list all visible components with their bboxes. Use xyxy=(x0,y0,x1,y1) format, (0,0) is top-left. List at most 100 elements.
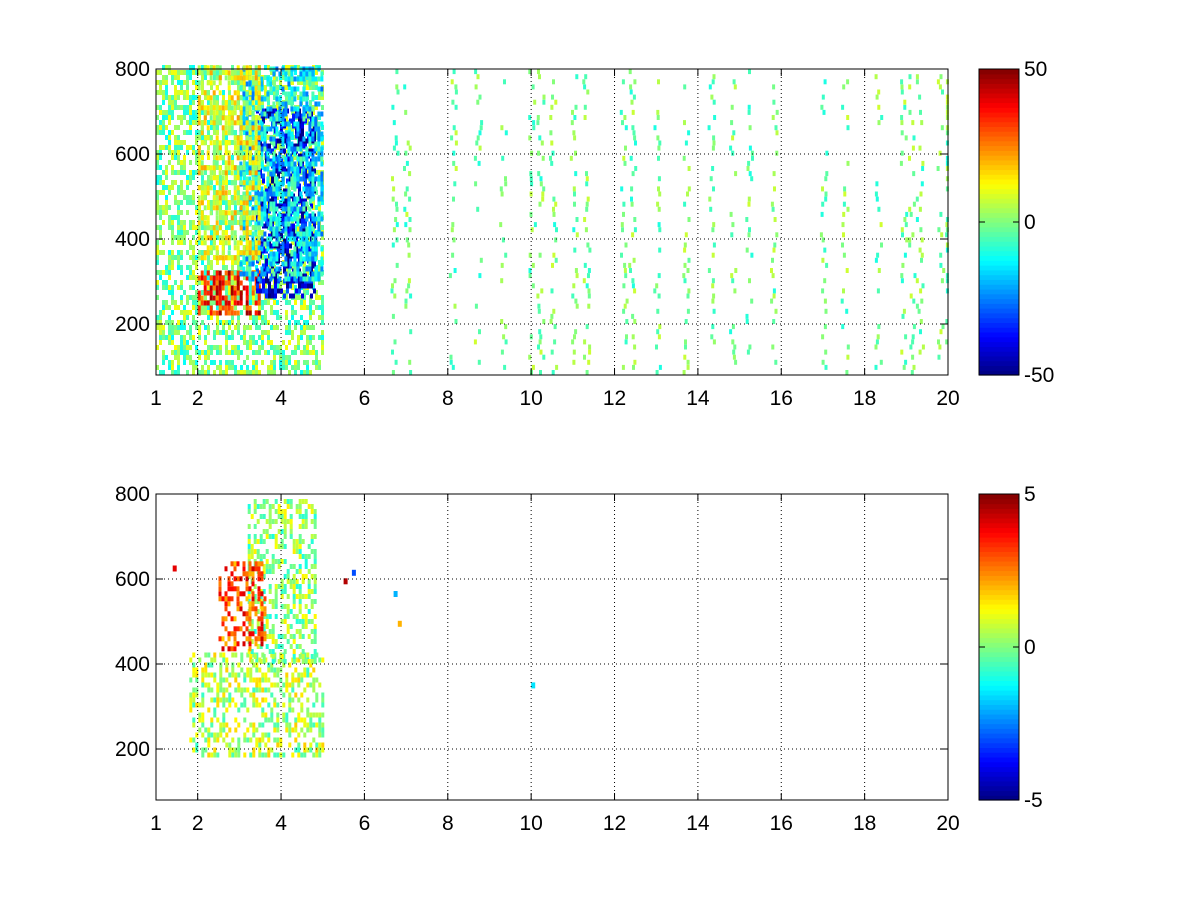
heat-cell xyxy=(228,90,231,95)
heat-cell xyxy=(256,619,260,624)
heat-cell xyxy=(271,148,274,154)
heat-cell xyxy=(531,283,535,289)
heat-cell xyxy=(195,692,199,698)
heat-cell xyxy=(409,329,413,335)
heat-cell xyxy=(249,692,253,698)
heat-cell xyxy=(249,120,252,125)
heat-cell xyxy=(264,677,268,683)
heat-cell xyxy=(301,143,304,149)
heat-cell xyxy=(210,300,213,305)
heat-cell xyxy=(711,278,715,284)
heat-cell xyxy=(221,255,225,261)
heat-cell xyxy=(162,310,165,315)
heat-cell xyxy=(257,225,261,231)
heat-cell xyxy=(162,210,165,215)
heat-cell xyxy=(197,275,201,281)
heat-cell xyxy=(846,79,850,85)
heat-cell xyxy=(303,250,306,255)
heat-cell xyxy=(243,185,246,190)
heat-cell xyxy=(311,116,315,122)
heat-cell xyxy=(291,330,294,335)
heat-cell xyxy=(215,190,219,196)
heat-cell xyxy=(213,672,217,678)
heat-cell xyxy=(312,280,315,285)
heat-cell xyxy=(207,355,210,360)
heat-cell xyxy=(197,255,201,261)
heat-cell xyxy=(320,271,324,277)
heat-cell xyxy=(315,365,318,370)
heat-cell xyxy=(312,285,315,290)
heat-cell xyxy=(320,196,324,202)
heat-cell xyxy=(278,116,282,122)
heat-cell xyxy=(192,100,195,105)
heat-cell xyxy=(200,255,204,261)
heat-cell xyxy=(912,135,916,141)
x-tick-label: 6 xyxy=(359,387,371,410)
heat-cell xyxy=(476,135,480,141)
heat-cell xyxy=(294,360,297,365)
heat-cell xyxy=(256,554,260,559)
heat-cell xyxy=(212,195,216,201)
heat-cell xyxy=(299,271,303,277)
heat-cell xyxy=(236,140,240,146)
heat-cell xyxy=(201,752,205,758)
heat-cell xyxy=(290,156,294,162)
heat-cell xyxy=(231,320,234,325)
heat-cell xyxy=(171,180,174,185)
heat-cell xyxy=(313,183,316,189)
heat-cell xyxy=(265,519,269,524)
heat-cell xyxy=(278,156,282,162)
heat-cell xyxy=(315,742,319,748)
heat-cell xyxy=(711,324,715,330)
heat-cell xyxy=(480,120,484,126)
heat-cell xyxy=(222,320,225,325)
heat-cell xyxy=(311,176,315,182)
heat-cell xyxy=(159,210,162,215)
heat-cell xyxy=(257,250,261,256)
heat-cell xyxy=(775,232,779,238)
heat-cell xyxy=(201,135,204,140)
heat-cell xyxy=(216,365,219,370)
heat-cell xyxy=(711,283,715,289)
heat-cell xyxy=(195,305,198,310)
heat-cell xyxy=(285,360,288,365)
heat-cell xyxy=(159,120,162,125)
heat-cell xyxy=(297,697,301,703)
heat-cell xyxy=(285,727,289,733)
heat-cell xyxy=(479,257,483,263)
heat-cell xyxy=(159,70,162,75)
heat-cell xyxy=(317,201,321,207)
heat-cell xyxy=(750,150,754,156)
heat-cell xyxy=(195,230,198,235)
heat-cell xyxy=(221,285,225,291)
heat-cell xyxy=(168,145,171,150)
heat-cell xyxy=(174,155,177,160)
heat-cell xyxy=(274,143,277,149)
heat-cell xyxy=(285,195,288,200)
heat-cell xyxy=(272,231,276,237)
heat-cell xyxy=(252,105,255,110)
heat-cell xyxy=(945,232,949,238)
heat-cell xyxy=(731,150,735,156)
heat-cell xyxy=(230,170,234,176)
heat-cell xyxy=(296,166,300,172)
heat-cell xyxy=(207,275,210,280)
heat-cell xyxy=(239,75,243,81)
heat-cell xyxy=(453,268,457,273)
heat-cell xyxy=(233,210,237,216)
heat-cell xyxy=(280,529,284,534)
heat-cell xyxy=(156,160,159,165)
heat-cell xyxy=(230,95,234,101)
heat-cell xyxy=(274,644,278,649)
heat-cell xyxy=(296,106,300,112)
heat-cell xyxy=(284,231,288,237)
heat-cell xyxy=(318,727,322,733)
heat-cell xyxy=(207,727,211,733)
heat-cell xyxy=(274,138,277,144)
heat-cell xyxy=(201,90,204,95)
heat-cell xyxy=(318,712,322,718)
heat-cell xyxy=(222,692,226,698)
heat-cell xyxy=(248,176,252,182)
heat-cell xyxy=(203,290,207,296)
heat-cell xyxy=(303,350,306,355)
